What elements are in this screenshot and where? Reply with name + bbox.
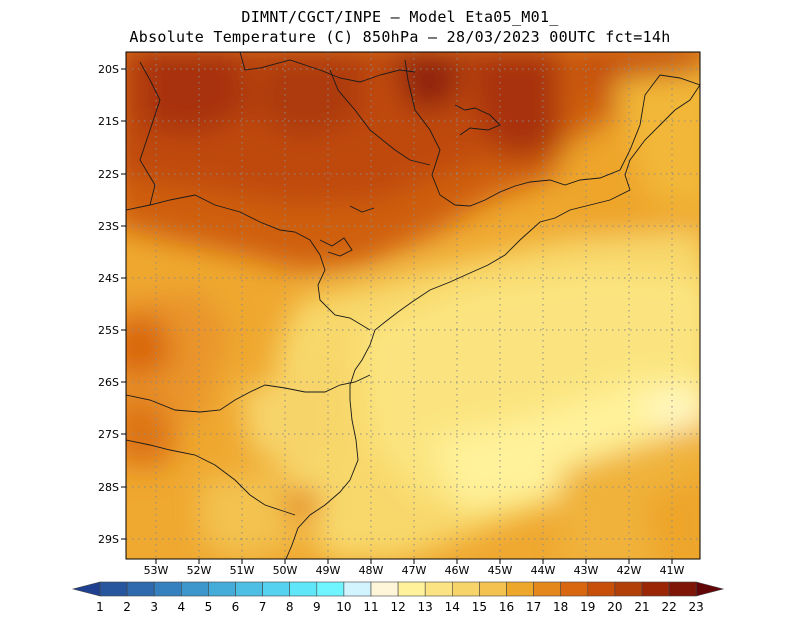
colorbar-segment [289, 581, 318, 597]
lon-label: 49W [316, 564, 341, 577]
lat-label: 26S [98, 376, 119, 389]
colorbar-segment [208, 581, 236, 597]
colorbar-label: 17 [526, 600, 541, 614]
colorbar-label: 8 [286, 600, 294, 614]
lon-label: 46W [445, 564, 470, 577]
colorbar-label: 16 [499, 600, 514, 614]
colorbar-label: 10 [336, 600, 351, 614]
colorbar-segment [126, 581, 155, 597]
lon-label: 53W [144, 564, 169, 577]
colorbar-label: 12 [390, 600, 405, 614]
colorbar-segment [451, 581, 480, 597]
colorbar-segment [479, 581, 507, 597]
colorbar [71, 581, 725, 597]
colorbar-label: 4 [177, 600, 185, 614]
lon-label: 51W [230, 564, 255, 577]
lat-labels: 20S 21S 22S 23S 24S 25S 26S 27S 28S 29S [98, 63, 119, 546]
colorbar-label: 5 [205, 600, 213, 614]
lat-label: 22S [98, 168, 119, 181]
colorbar-segment [641, 581, 670, 597]
colorbar-label: 18 [553, 600, 568, 614]
colorbar-segment [235, 581, 263, 597]
colorbar-segment [397, 581, 426, 597]
lat-label: 21S [98, 115, 119, 128]
lon-label: 42W [617, 564, 642, 577]
lat-label: 20S [98, 63, 119, 76]
colorbar-label: 14 [445, 600, 460, 614]
title-line-1: DIMNT/CGCT/INPE – Model Eta05_M01_ [241, 8, 559, 26]
lat-label: 29S [98, 533, 119, 546]
colorbar-segment [533, 581, 561, 597]
lon-label: 44W [531, 564, 556, 577]
colorbar-label: 2 [123, 600, 131, 614]
colorbar-label: 19 [580, 600, 595, 614]
colorbar-segment [262, 581, 291, 597]
lat-label: 27S [98, 428, 119, 441]
colorbar-arrow-high [695, 581, 725, 597]
colorbar-label: 20 [607, 600, 622, 614]
colorbar-labels: 1 2 3 4 5 6 7 8 9 10 11 12 13 14 15 16 17 18 19 20 21 22 23 [96, 600, 704, 614]
lon-label: 41W [660, 564, 685, 577]
colorbar-label: 3 [150, 600, 158, 614]
colorbar-label: 7 [259, 600, 267, 614]
graticule [126, 52, 700, 559]
colorbar-segment [343, 581, 372, 597]
lat-label: 28S [98, 481, 119, 494]
plot-frame [125, 51, 701, 560]
lat-label: 23S [98, 220, 119, 233]
lat-ticks [121, 68, 126, 540]
lon-ticks [155, 559, 673, 564]
lon-label: 47W [402, 564, 427, 577]
colorbar-label: 6 [232, 600, 240, 614]
lon-label: 50W [273, 564, 298, 577]
colorbar-segment [614, 581, 643, 597]
colorbar-segment [153, 581, 182, 597]
lat-label: 25S [98, 324, 119, 337]
lon-labels: 53W 52W 51W 50W 49W 48W 47W 46W 45W 44W … [144, 564, 685, 577]
temperature-field [126, 52, 700, 559]
colorbar-label: 15 [472, 600, 487, 614]
colorbar-segment [316, 581, 345, 597]
colorbar-label: 22 [661, 600, 676, 614]
lon-label: 45W [488, 564, 513, 577]
colorbar-label: 13 [418, 600, 433, 614]
colorbar-arrow-low [71, 581, 101, 597]
colorbar-segment [181, 581, 209, 597]
colorbar-segment [370, 581, 399, 597]
colorbar-segment [668, 581, 697, 597]
lon-label: 43W [574, 564, 599, 577]
colorbar-segment [587, 581, 616, 597]
colorbar-segment [560, 581, 589, 597]
colorbar-segment [506, 581, 534, 597]
lon-label: 48W [359, 564, 384, 577]
borders [126, 52, 700, 559]
lon-label: 52W [187, 564, 212, 577]
colorbar-label: 9 [313, 600, 321, 614]
lat-label: 24S [98, 272, 119, 285]
colorbar-label: 23 [689, 600, 704, 614]
colorbar-segment [99, 581, 128, 597]
colorbar-label: 21 [634, 600, 649, 614]
colorbar-segment [424, 581, 453, 597]
colorbar-label: 1 [96, 600, 104, 614]
colorbar-label: 11 [363, 600, 378, 614]
title-line-2: Absolute Temperature (C) 850hPa – 28/03/… [129, 28, 671, 46]
